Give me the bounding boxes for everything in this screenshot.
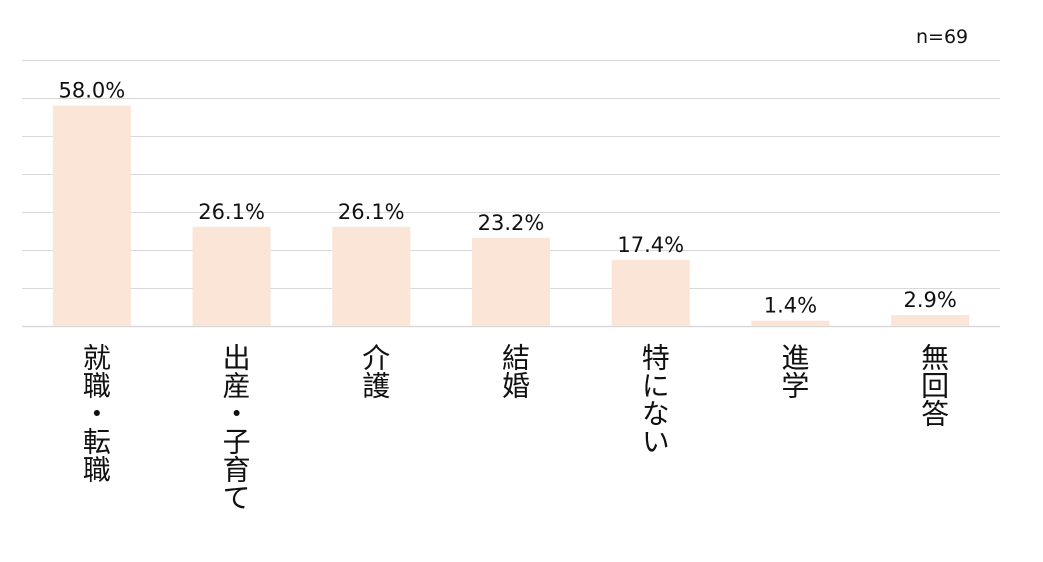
category-label: 進学 (777, 343, 811, 399)
bar (472, 237, 550, 326)
category-label: 介護 (358, 343, 392, 399)
category-label: 特にない (637, 343, 671, 455)
bar (751, 320, 830, 326)
category-label: 無回答 (917, 343, 951, 427)
bar (52, 105, 131, 326)
bar (192, 226, 271, 326)
category-label: 就職・転職 (78, 343, 112, 483)
value-labels: 58.0% 26.1% 26.1% 23.2% 17.4% 1.4% 2.9% (58, 79, 956, 318)
data-label: 58.0% (58, 79, 125, 103)
bars (52, 105, 970, 326)
bar (611, 259, 690, 326)
data-label: 2.9% (903, 288, 956, 312)
data-label: 26.1% (198, 200, 265, 224)
sample-size-note: n=69 (916, 26, 969, 48)
category-label: 結婚 (498, 343, 531, 399)
data-label: 23.2% (478, 211, 545, 235)
bar (332, 226, 411, 326)
bar (891, 314, 970, 326)
data-label: 26.1% (338, 200, 405, 224)
category-label: 出産・子育て (218, 343, 252, 511)
data-label: 17.4% (617, 233, 684, 257)
data-label: 1.4% (764, 294, 817, 318)
